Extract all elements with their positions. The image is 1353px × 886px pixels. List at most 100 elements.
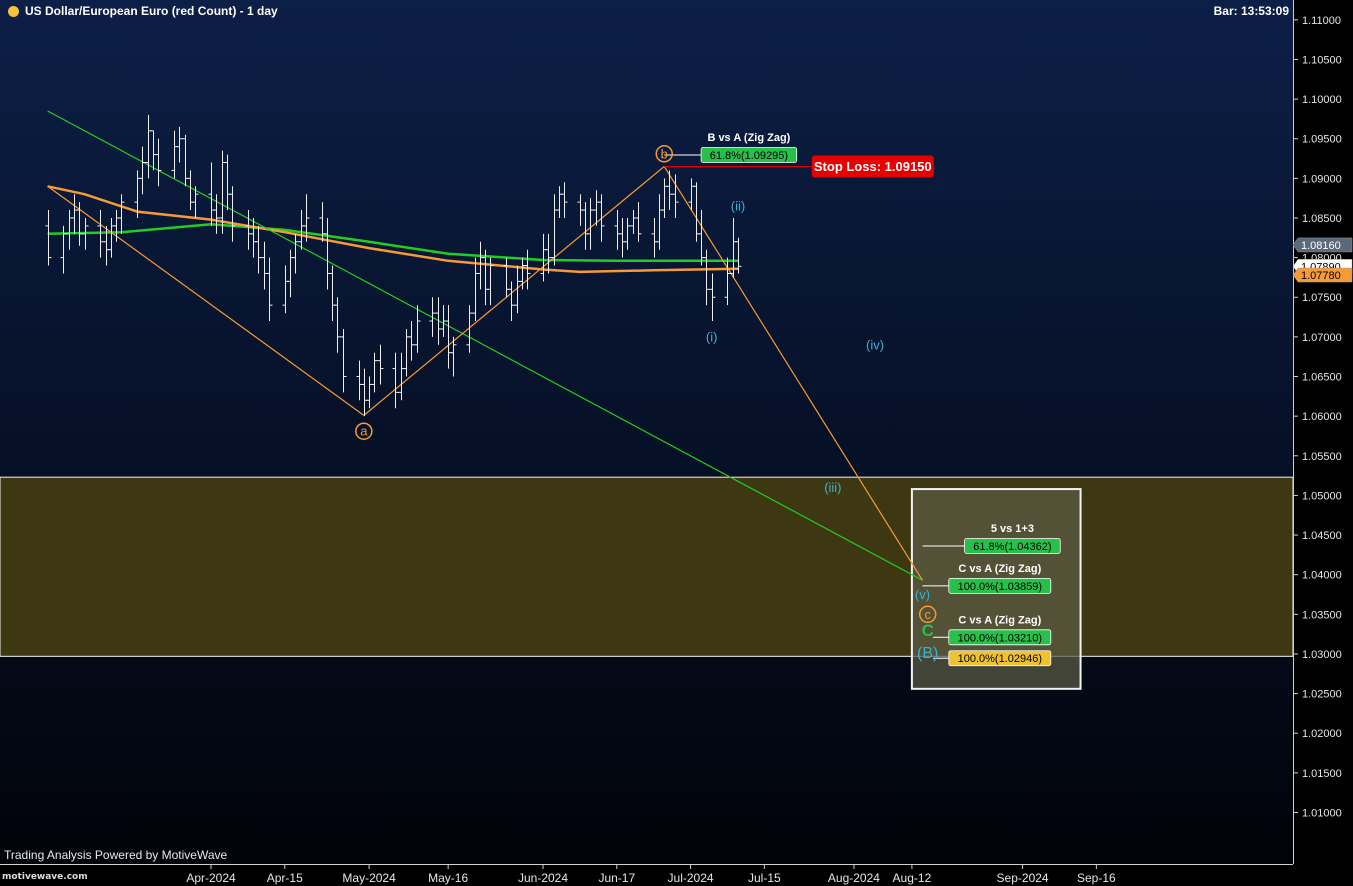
ohlc-bar[interactable]: [666, 170, 673, 211]
wave-label-text: b: [661, 146, 668, 161]
price-tick-label: 1.09500: [1302, 134, 1342, 146]
ohlc-bar[interactable]: [545, 233, 552, 274]
price-tick-label: 1.07000: [1302, 332, 1342, 344]
ohlc-bar[interactable]: [429, 297, 436, 337]
ohlc-bar[interactable]: [598, 194, 605, 242]
watermark-logo: motivewave.com: [2, 872, 88, 882]
ohlc-bar[interactable]: [414, 305, 421, 353]
ohlc-bar[interactable]: [587, 198, 594, 250]
fib-level[interactable]: 61.8%(1.09295) B vs A (Zig Zag): [664, 132, 798, 163]
ohlc-bar[interactable]: [192, 186, 199, 218]
ohlc-bar[interactable]: [139, 146, 146, 195]
ohlc-bar[interactable]: [303, 194, 310, 242]
fib-level[interactable]: 100.0%(1.02946): [932, 650, 1052, 667]
price-tag-bg: [1292, 267, 1353, 283]
bar-timer: Bar: 13:53:09: [1213, 4, 1289, 18]
fib-level-caption: C vs A (Zig Zag): [958, 563, 1041, 575]
ohlc-bar[interactable]: [255, 225, 262, 274]
price-tick-label: 1.01500: [1302, 768, 1342, 780]
ohlc-bar[interactable]: [709, 273, 716, 322]
ohlc-bar[interactable]: [176, 126, 183, 163]
fib-level-tag: [700, 147, 798, 163]
wave-label[interactable]: c: [918, 605, 937, 624]
wave-label-text: (B): [917, 645, 938, 662]
price-tick-label: 1.02500: [1302, 689, 1342, 701]
ohlc-bar[interactable]: [334, 297, 341, 353]
wave-label-text: (ii): [731, 199, 745, 214]
wave-label[interactable]: (v): [915, 587, 930, 602]
wave-label[interactable]: (ii): [731, 199, 745, 214]
green-trend-line[interactable]: [47, 110, 923, 581]
ohlc-bar[interactable]: [561, 182, 568, 218]
ohlc-bar[interactable]: [97, 210, 104, 258]
ohlc-bar[interactable]: [703, 249, 710, 306]
wave-label[interactable]: a: [355, 422, 373, 440]
price-tick-label: 1.09000: [1302, 173, 1342, 185]
ohlc-bar[interactable]: [82, 217, 89, 250]
fib-level-value: 100.0%(1.03859): [958, 581, 1042, 593]
time-tick-label: Jun-2024: [518, 871, 568, 885]
fib-level[interactable]: 100.0%(1.03859) C vs A (Zig Zag): [922, 563, 1052, 594]
time-tick-label: Jul-15: [748, 871, 781, 885]
ohlc-bar[interactable]: [735, 237, 742, 274]
ohlc-bar[interactable]: [487, 257, 494, 306]
fib-level-value: 100.0%(1.02946): [958, 653, 1042, 665]
ohlc-bar[interactable]: [450, 336, 457, 377]
ohlc-bar[interactable]: [635, 202, 642, 242]
time-tick-label: May-2024: [342, 871, 396, 885]
fib-level[interactable]: 61.8%(1.04362) 5 vs 1+3: [922, 523, 1061, 554]
price-tick-label: 1.10000: [1302, 94, 1342, 106]
ohlc-bar[interactable]: [724, 257, 731, 306]
ohlc-bar[interactable]: [377, 344, 384, 385]
orange-wave-c[interactable]: [663, 166, 923, 581]
ohlc-bar[interactable]: [45, 210, 52, 266]
price-tick-label: 1.06500: [1302, 372, 1342, 384]
ohlc-bar[interactable]: [672, 174, 679, 218]
fib-level-value: 100.0%(1.03210): [958, 632, 1042, 644]
ohlc-bar[interactable]: [524, 249, 531, 290]
price-tick-label: 1.11000: [1302, 15, 1341, 27]
time-axis-panel[interactable]: [0, 864, 1293, 886]
stop-loss-label-bg[interactable]: [811, 155, 934, 178]
price-axis-panel[interactable]: [1293, 0, 1353, 886]
price-tick-label: 1.01000: [1302, 807, 1342, 819]
ohlc-bar[interactable]: [118, 194, 125, 234]
time-tick-label: Aug-2024: [828, 871, 880, 885]
ohlc-bar[interactable]: [371, 352, 378, 393]
price-tag: 1.08160: [1292, 237, 1353, 253]
moving-average-line: [47, 223, 738, 263]
wave-label[interactable]: b: [655, 145, 673, 163]
price-tick-label: 1.04000: [1302, 570, 1342, 582]
ohlc-bar[interactable]: [340, 328, 347, 393]
orange-wave-b[interactable]: [363, 165, 665, 416]
ohlc-bar[interactable]: [466, 305, 473, 353]
ohlc-bar[interactable]: [60, 225, 67, 274]
ohlc-bar[interactable]: [266, 257, 273, 322]
time-tick-label: Jun-17: [598, 871, 635, 885]
wave-label[interactable]: (i): [706, 330, 718, 345]
wave-label[interactable]: C: [922, 621, 934, 640]
price-tick-label: 1.03000: [1302, 649, 1342, 661]
ohlc-bar[interactable]: [508, 281, 515, 322]
ohlc-bar[interactable]: [213, 194, 220, 234]
ohlc-bar[interactable]: [292, 233, 299, 274]
wave-label[interactable]: (B): [917, 645, 938, 662]
fib-level-caption: 5 vs 1+3: [991, 523, 1034, 535]
ohlc-bar[interactable]: [155, 138, 162, 187]
price-tick-label: 1.08500: [1302, 213, 1342, 225]
ohlc-bar[interactable]: [229, 186, 236, 242]
ohlc-bar[interactable]: [408, 321, 415, 361]
powered-by-text: Trading Analysis Powered by MotiveWave: [4, 848, 228, 862]
ohlc-bar[interactable]: [76, 202, 83, 246]
time-tick-label: Apr-15: [267, 871, 303, 885]
ohlc-bar[interactable]: [392, 352, 399, 409]
ohlc-bar[interactable]: [624, 217, 631, 250]
fib-level-caption: C vs A (Zig Zag): [958, 614, 1041, 626]
wave-label[interactable]: (iii): [824, 480, 841, 495]
wave-label[interactable]: (iv): [866, 337, 884, 352]
fib-level-tag: [948, 650, 1052, 667]
price-tick-label: 1.04500: [1302, 530, 1342, 542]
fib-level[interactable]: 100.0%(1.03210) C vs A (Zig Zag): [932, 614, 1052, 646]
